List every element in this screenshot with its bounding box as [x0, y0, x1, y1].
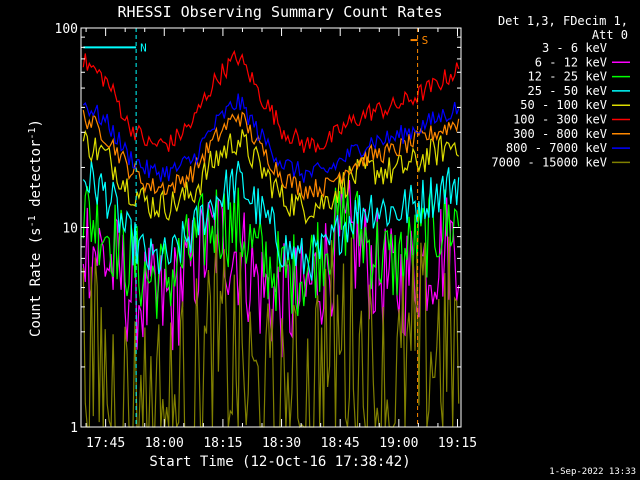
y-axis-label: Count Rate (s-1 detector-1) [27, 119, 45, 337]
plot-area: NS [82, 28, 460, 429]
chart-title: RHESSI Observing Summary Count Rates [117, 3, 442, 21]
y-label-main: Count Rate (s [28, 227, 44, 337]
y-label-close: ) [28, 119, 44, 127]
x-tick-label: 18:15 [203, 436, 242, 451]
y-tick-label: 1 [70, 421, 78, 436]
x-tick-label: 17:45 [86, 436, 125, 451]
series-line [82, 129, 460, 225]
legend-label: 800 - 7000 keV [506, 141, 607, 155]
interval-label: S [422, 34, 429, 47]
legend-label: 50 - 100 keV [520, 98, 607, 112]
y-tick-label: 100 [55, 22, 78, 37]
y-label-sup1: -1 [27, 215, 38, 227]
legend-label: 300 - 800 keV [513, 127, 607, 141]
x-tick-label: 18:00 [145, 436, 184, 451]
legend-label: 3 - 6 keV [542, 41, 607, 55]
series-line [82, 109, 460, 201]
series-line [82, 234, 460, 429]
series-line [82, 160, 460, 281]
series-line [82, 186, 460, 319]
y-tick-label: 10 [62, 222, 78, 237]
series-line [82, 93, 460, 183]
x-axis-label: Start Time (12-Oct-16 17:38:42) [149, 454, 410, 470]
x-axis: 17:45 18:00 18:15 18:30 18:45 19:00 19:15 [85, 28, 477, 451]
legend-header-line1: Det 1,3, FDecim 1, [498, 14, 628, 28]
legend-label: 25 - 50 keV [528, 84, 607, 98]
x-tick-label: 19:00 [379, 436, 418, 451]
legend-label: 7000 - 15000 keV [491, 155, 607, 169]
legend-label: 100 - 300 keV [513, 113, 607, 127]
x-tick-label: 18:45 [321, 436, 360, 451]
legend-label: 6 - 12 keV [535, 55, 607, 69]
x-tick-label: 18:30 [262, 436, 301, 451]
y-label-rest: detector [28, 140, 44, 216]
interval-label: N [140, 41, 147, 54]
y-axis: 100 10 1 [55, 22, 461, 436]
x-tick-label: 19:15 [438, 436, 477, 451]
legend-header-line2: Att 0 [592, 28, 628, 42]
series-line [82, 49, 460, 153]
legend-label: 12 - 25 keV [528, 70, 607, 84]
y-label-sup2: -1 [27, 127, 38, 139]
footer-date: 1-Sep-2022 13:33 [549, 467, 636, 477]
